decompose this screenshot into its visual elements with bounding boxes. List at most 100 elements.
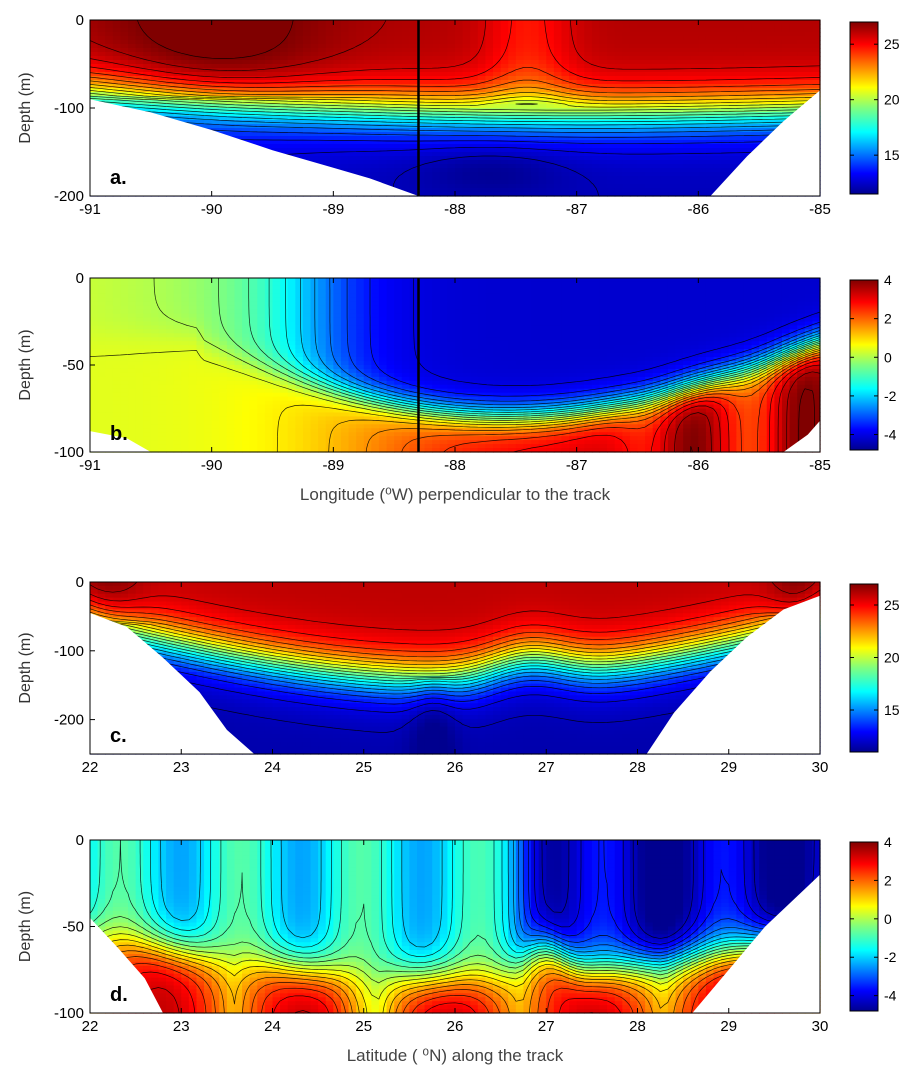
field-cell: [257, 24, 266, 29]
field-cell: [804, 76, 813, 81]
field-cell: [386, 176, 395, 181]
field-cell: [751, 96, 760, 101]
field-cell: [538, 168, 547, 173]
field-cell: [690, 20, 699, 25]
field-cell: [363, 68, 372, 73]
field-cell: [736, 76, 745, 81]
field-cell: [743, 44, 753, 49]
field-cell: [401, 36, 410, 41]
field-cell: [584, 44, 593, 49]
field-cell: [371, 20, 380, 25]
field-cell: [181, 289, 190, 295]
field-cell: [234, 64, 243, 69]
field-cell: [401, 144, 410, 149]
field-cell: [569, 44, 578, 49]
field-cell: [143, 56, 152, 61]
field-cell: [797, 289, 806, 295]
field-cell: [660, 80, 669, 85]
field-cell: [751, 24, 760, 29]
field-cell: [584, 164, 593, 169]
field-cell: [394, 56, 403, 61]
field-cell: [493, 64, 502, 69]
field-cell: [371, 293, 380, 299]
field-cell: [211, 20, 220, 25]
field-cell: [143, 278, 152, 283]
field-cell: [797, 301, 806, 307]
field-cell: [470, 76, 479, 81]
field-cell: [340, 72, 350, 77]
field-cell: [447, 281, 456, 287]
field-cell: [728, 120, 737, 125]
field-cell: [280, 285, 289, 291]
field-cell: [500, 32, 509, 37]
field-cell: [188, 305, 198, 311]
field-cell: [645, 64, 654, 69]
field-cell: [378, 20, 388, 25]
field-cell: [204, 301, 213, 307]
field-cell: [493, 80, 502, 85]
field-cell: [789, 28, 798, 33]
field-cell: [538, 44, 547, 49]
field-cell: [477, 176, 487, 181]
field-cell: [690, 301, 699, 307]
field-cell: [356, 156, 365, 161]
field-cell: [143, 92, 152, 97]
field-cell: [797, 285, 806, 291]
field-cell: [470, 60, 479, 65]
field-cell: [774, 84, 783, 89]
field-cell: [508, 96, 517, 101]
field-cell: [645, 88, 654, 93]
field-cell: [728, 24, 737, 29]
field-cell: [698, 140, 707, 145]
field-cell: [394, 305, 403, 311]
field-cell: [242, 52, 251, 57]
field-cell: [804, 301, 813, 307]
field-cell: [508, 80, 517, 85]
field-cell: [584, 278, 593, 283]
field-cell: [424, 184, 433, 189]
field-cell: [622, 289, 631, 295]
field-cell: [386, 297, 395, 303]
field-cell: [614, 40, 623, 45]
field-cell: [485, 88, 494, 93]
field-cell: [211, 104, 220, 109]
field-cell: [204, 124, 213, 129]
field-cell: [728, 40, 737, 45]
field-cell: [105, 32, 114, 37]
field-cell: [325, 144, 334, 149]
field-cell: [675, 32, 684, 37]
field-cell: [264, 80, 274, 85]
field-cell: [135, 64, 144, 69]
field-cell: [166, 56, 175, 61]
field-cell: [629, 278, 639, 283]
field-cell: [493, 148, 502, 153]
field-cell: [789, 56, 798, 61]
field-cell: [272, 64, 281, 69]
field-cell: [538, 164, 547, 169]
field-cell: [264, 44, 274, 49]
field-cell: [736, 136, 745, 141]
field-cell: [462, 152, 471, 157]
field-cell: [493, 32, 502, 37]
field-cell: [584, 184, 593, 189]
field-cell: [333, 301, 342, 307]
field-cell: [713, 32, 722, 37]
field-cell: [226, 84, 236, 89]
field-cell: [721, 297, 730, 303]
field-cell: [204, 20, 213, 25]
field-cell: [325, 128, 334, 133]
field-cell: [181, 104, 190, 109]
field-cell: [493, 60, 502, 65]
field-cell: [622, 176, 631, 181]
field-cell: [363, 28, 372, 33]
field-cell: [287, 120, 296, 125]
field-cell: [569, 52, 578, 57]
field-cell: [766, 44, 775, 49]
field-cell: [90, 305, 99, 311]
field-cell: [280, 108, 289, 113]
field-cell: [462, 301, 471, 307]
field-cell: [766, 60, 775, 65]
field-cell: [508, 32, 517, 37]
field-cell: [584, 24, 593, 29]
field-cell: [569, 56, 578, 61]
